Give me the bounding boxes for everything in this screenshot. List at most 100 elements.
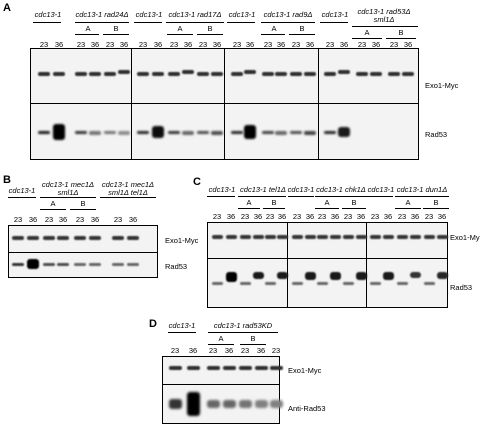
- panel-a-sub-b4: B: [398, 28, 404, 37]
- panel-b-marker-exo1-myc: Exo1-Myc: [165, 236, 199, 245]
- panel-b-sub-a: A: [50, 199, 56, 208]
- blot-band: [225, 235, 237, 239]
- panel-a-label: A: [3, 2, 11, 14]
- lane-label: 23: [424, 212, 434, 221]
- blot-band: [112, 236, 124, 240]
- blot-band: [316, 282, 328, 285]
- lane-label: 23: [240, 346, 250, 355]
- blot-band: [254, 400, 268, 408]
- blot-band: [409, 235, 421, 239]
- blot-band: [197, 72, 209, 76]
- blot-band: [74, 236, 86, 240]
- blot-band: [355, 235, 367, 239]
- blot-band: [27, 236, 39, 240]
- blot-band: [137, 131, 149, 134]
- blot-band: [225, 272, 237, 282]
- panel-c-genotype-6: cdc13-1 dun1Δ: [396, 185, 448, 194]
- blot-band: [12, 236, 24, 240]
- blot-band: [127, 263, 139, 266]
- blot-band: [396, 235, 408, 239]
- panel-c-sub-b3: B: [433, 198, 439, 207]
- blot-band: [112, 263, 124, 266]
- panel-c-label: C: [193, 176, 201, 188]
- lane-label: 36: [330, 212, 340, 221]
- lane-label: 36: [226, 212, 236, 221]
- panel-c-genotype-2: cdc13-1 tel1Δ: [240, 185, 286, 194]
- lane-label: 23: [397, 212, 407, 221]
- blot-band: [304, 235, 316, 239]
- panel-c-sub-a3: A: [405, 198, 411, 207]
- blot-band: [276, 272, 288, 279]
- blot-band: [423, 282, 435, 285]
- blot-band: [186, 366, 200, 370]
- lane-label: 36: [188, 346, 198, 355]
- blot-band: [275, 131, 287, 135]
- blot-band: [342, 282, 354, 285]
- blot-band: [197, 131, 209, 134]
- lane-label: 36: [90, 40, 100, 49]
- panel-c-genotype-5: cdc13-1: [367, 185, 395, 194]
- lane-label: 23: [75, 215, 85, 224]
- lane-label: 36: [128, 215, 138, 224]
- panel-c-marker-exo1-myc: Exo1-Myc: [450, 233, 480, 242]
- blot-band: [168, 131, 180, 134]
- blot-band: [409, 272, 421, 278]
- lane-label: 36: [437, 212, 447, 221]
- lane-label: 23: [212, 212, 222, 221]
- lane-label: 36: [90, 215, 100, 224]
- lane-label: 36: [54, 40, 64, 49]
- blot-band: [89, 263, 101, 266]
- blot-band: [75, 131, 87, 134]
- panel-a-sub-a4: A: [364, 28, 370, 37]
- blot-band: [89, 72, 101, 76]
- lane-label: 23: [263, 40, 273, 49]
- panel-a-sub-a2: A: [177, 24, 183, 33]
- blot-band: [262, 131, 274, 134]
- blot-band: [211, 282, 223, 285]
- panel-c-genotype-3: cdc13-1: [287, 185, 315, 194]
- blot-band: [231, 131, 243, 134]
- lane-label: 36: [403, 40, 413, 49]
- panel-d-genotype-2: cdc13-1 rad53KD: [213, 321, 273, 330]
- blot-band: [211, 72, 223, 76]
- lane-label: 23: [198, 40, 208, 49]
- blot-band: [231, 72, 243, 76]
- panel-a-genotype-5: cdc13-1: [228, 10, 256, 19]
- panel-d-sub-b: B: [250, 334, 256, 343]
- blot-band: [264, 235, 276, 239]
- panel-d-marker-anti-rad53: Anti-Rad53: [288, 404, 326, 413]
- blot-band: [89, 236, 101, 240]
- blot-band: [211, 235, 223, 239]
- blot-band: [43, 236, 55, 240]
- blot-band: [27, 259, 39, 269]
- panel-a-sub-a1: A: [85, 24, 91, 33]
- panel-a-genotype-8: cdc13-1 rad53Δ: [357, 7, 411, 16]
- panel-a-genotype-1: cdc13-1: [34, 10, 62, 19]
- blot-band: [152, 72, 164, 76]
- lane-label: 36: [305, 212, 315, 221]
- lane-label: 36: [153, 40, 163, 49]
- blot-band: [324, 131, 336, 134]
- panel-c-marker-rad53: Rad53: [450, 283, 473, 292]
- lane-label: 36: [356, 212, 366, 221]
- lane-label: 36: [119, 40, 129, 49]
- lane-label: 23: [291, 40, 301, 49]
- lane-label: 23: [170, 346, 180, 355]
- panel-b-genotype-1: cdc13-1: [8, 186, 36, 195]
- lane-label: 23: [208, 346, 218, 355]
- blot-band: [182, 131, 194, 135]
- lane-label: 23: [13, 215, 23, 224]
- blot-band: [252, 235, 264, 239]
- blot-band: [89, 131, 101, 135]
- panel-a-marker-exo1-myc: Exo1-Myc: [425, 81, 459, 90]
- blot-band: [254, 366, 268, 370]
- blot-band: [118, 70, 130, 74]
- lane-label: 36: [305, 40, 315, 49]
- blot-band: [222, 400, 236, 408]
- blot-band: [222, 366, 236, 370]
- blot-band: [262, 72, 274, 76]
- lane-label: 23: [265, 212, 275, 221]
- blot-band: [304, 72, 316, 76]
- panel-b-label: B: [3, 174, 11, 186]
- blot-band: [436, 235, 448, 239]
